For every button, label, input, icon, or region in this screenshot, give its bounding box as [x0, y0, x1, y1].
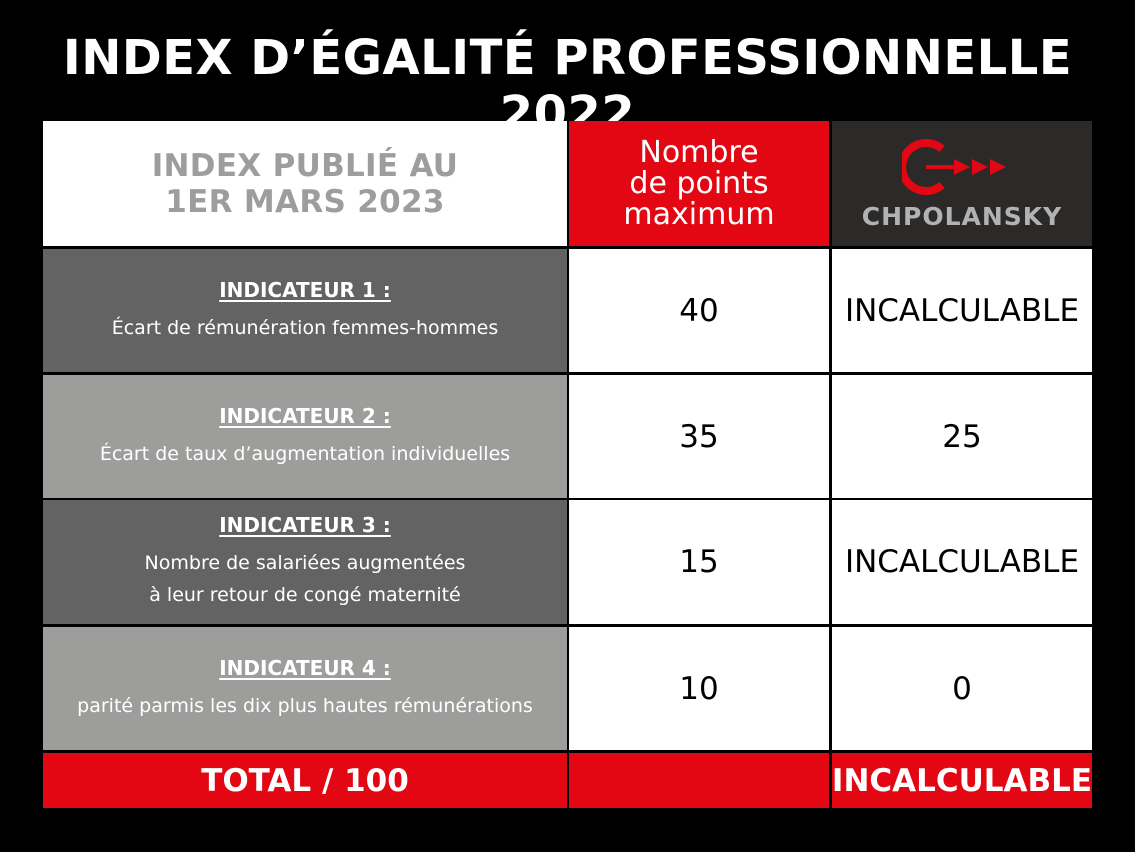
header-max-points-cell: Nombre de points maximum	[569, 121, 829, 246]
indicator-description: Écart de rémunération femmes-hommes	[111, 316, 499, 339]
max-points-value: 35	[679, 418, 719, 455]
total-max-points-cell	[569, 753, 829, 808]
brand-name: CHPOLANSKY	[861, 202, 1063, 231]
score-cell: INCALCULABLE	[832, 249, 1092, 372]
indicator-description-line2: à leur retour de congé maternité	[149, 584, 461, 606]
total-label-cell: TOTAL / 100	[43, 753, 567, 808]
total-label: TOTAL / 100	[201, 762, 409, 799]
score-cell: 25	[832, 375, 1092, 498]
total-score: INCALCULABLE	[831, 762, 1093, 799]
chpolansky-logo-icon	[902, 139, 1006, 195]
max-points-value: 15	[679, 544, 719, 580]
total-score-cell: INCALCULABLE	[832, 753, 1092, 808]
indicator-title: INDICATEUR 4 :	[219, 655, 391, 680]
max-points-cell: 35	[569, 375, 829, 498]
header-points-line3: maximum	[623, 197, 775, 232]
indicator-title: INDICATEUR 3 :	[219, 513, 391, 537]
score-value: 0	[952, 670, 972, 707]
indicator-description: Écart de taux d’augmentation individuell…	[99, 442, 511, 465]
page-title: INDEX D’ÉGALITÉ PROFESSIONNELLE 2022	[62, 30, 1073, 142]
indicator-cell: INDICATEUR 2 : Écart de taux d’augmentat…	[43, 375, 567, 498]
indicator-title: INDICATEUR 2 :	[219, 403, 391, 428]
header-label-cell: INDEX PUBLIÉ AU 1ER MARS 2023	[43, 121, 567, 246]
score-value: INCALCULABLE	[844, 292, 1080, 329]
header-brand-cell: CHPOLANSKY	[832, 121, 1092, 246]
header-label-line1: INDEX PUBLIÉ AU	[151, 147, 459, 184]
indicator-description: parité parmis les dix plus hautes rémuné…	[77, 694, 533, 717]
max-points-value: 10	[679, 670, 719, 707]
indicator-cell: INDICATEUR 1 : Écart de rémunération fem…	[43, 249, 567, 372]
header-label-line2: 1ER MARS 2023	[165, 183, 445, 220]
indicator-cell: INDICATEUR 4 : parité parmis les dix plu…	[43, 627, 567, 750]
indicator-description: Nombre de salariées augmentées	[144, 552, 466, 574]
score-cell: 0	[832, 627, 1092, 750]
max-points-cell: 40	[569, 249, 829, 372]
max-points-value: 40	[679, 292, 719, 329]
indicator-title: INDICATEUR 1 :	[219, 277, 391, 302]
score-value: INCALCULABLE	[844, 544, 1080, 580]
header-points-line1: Nombre	[639, 135, 759, 170]
header-points-line2: de points	[629, 166, 769, 201]
max-points-cell: 15	[569, 500, 829, 624]
indicator-cell: INDICATEUR 3 : Nombre de salariées augme…	[43, 500, 567, 624]
max-points-cell: 10	[569, 627, 829, 750]
score-cell: INCALCULABLE	[832, 500, 1092, 624]
score-value: 25	[942, 418, 982, 455]
